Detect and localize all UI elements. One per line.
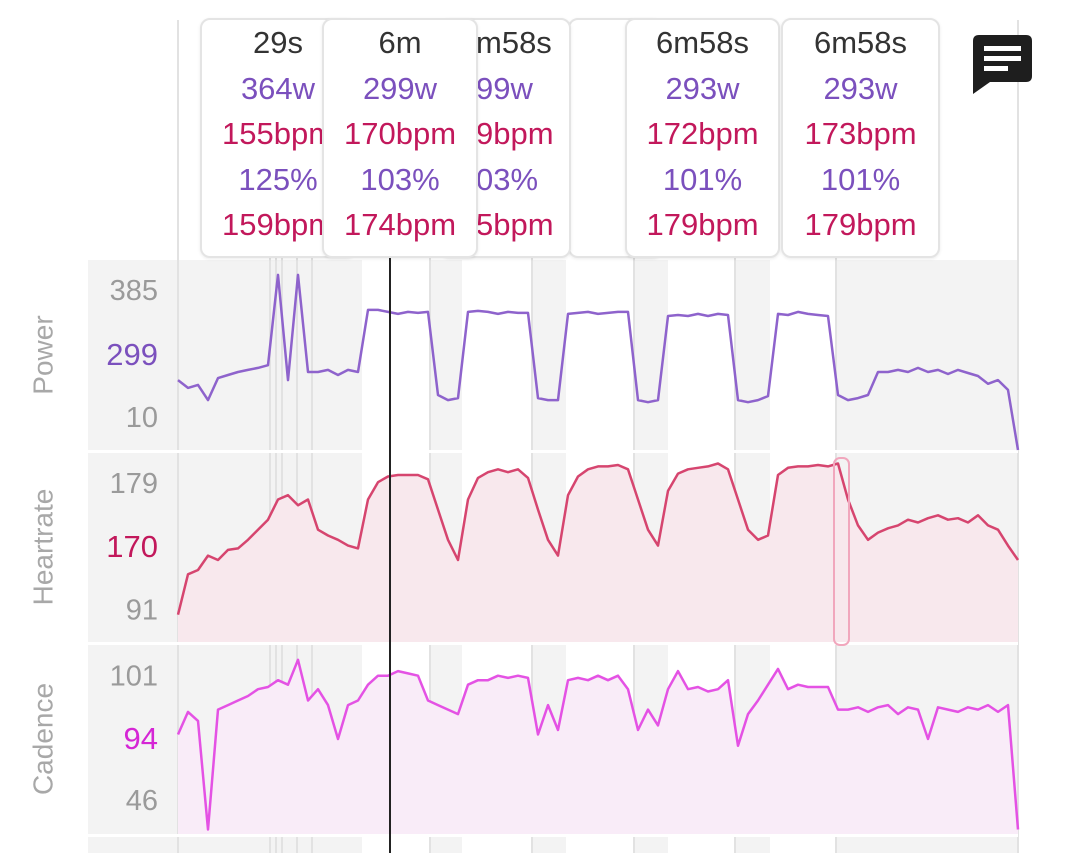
heartrate: 172bpm: [646, 116, 759, 151]
line: [177, 273, 1020, 451]
percent: 101%: [662, 161, 743, 197]
heartrate: 159bpm: [221, 207, 335, 242]
power: 299w: [362, 70, 438, 106]
percent: 103%: [360, 161, 440, 197]
heartrate: 179bpm: [646, 207, 759, 242]
area: [178, 659, 1018, 834]
power: 364w: [240, 70, 316, 106]
panel-separator: [88, 450, 1018, 453]
y-tick-label: 46: [126, 785, 158, 817]
current-value: 299: [106, 337, 158, 372]
power: 293w: [665, 70, 740, 106]
panel-separator: [88, 834, 1018, 837]
current-value: 170: [106, 529, 158, 564]
area: [178, 463, 1018, 642]
chat-line: [984, 56, 1021, 61]
heartrate: 174bpm: [343, 207, 457, 242]
y-axis-label: Power: [27, 315, 58, 394]
selection-marker: [833, 457, 850, 646]
chat-bubble[interactable]: [973, 35, 1032, 94]
duration: 6m58s: [813, 25, 908, 60]
duration: m58s: [476, 25, 552, 60]
panel-separator: [88, 642, 1018, 645]
y-tick-label: 91: [126, 594, 158, 626]
heartrate: 179bpm: [804, 207, 917, 242]
percent: 125%: [238, 161, 318, 197]
heartrate: 5bpm: [476, 207, 554, 242]
power: 293w: [823, 70, 898, 106]
tooltip-card: 6m58s 293w 173bpm 101% 179bpm: [781, 18, 940, 258]
y-tick-label: 179: [110, 468, 158, 500]
heartrate: 173bpm: [804, 116, 917, 151]
y-axis-label: Heartrate: [27, 489, 58, 606]
power: 99w: [476, 70, 533, 106]
percent: 03%: [476, 161, 539, 197]
tooltip-card: 6m58s 293w 172bpm 101% 179bpm: [625, 18, 780, 258]
percent: 101%: [820, 161, 901, 197]
chat-icon[interactable]: [973, 35, 1032, 94]
duration: 6m: [378, 25, 422, 60]
heartrate: 9bpm: [476, 116, 554, 151]
y-tick-label: 10: [126, 402, 158, 434]
heartrate: 170bpm: [343, 116, 457, 151]
current-value: 94: [124, 721, 158, 756]
y-tick-label: 385: [110, 275, 158, 307]
series-layer: [176, 273, 1020, 834]
heartrate: 155bpm: [221, 116, 335, 151]
panel-separators: [88, 450, 1018, 837]
duration: 6m58s: [655, 25, 750, 60]
y-axis-label: Cadence: [27, 683, 58, 795]
duration: 29s: [253, 25, 303, 60]
chat-line: [984, 66, 1008, 71]
line: [176, 462, 1020, 616]
line: [176, 658, 1020, 831]
y-tick-label: 101: [110, 661, 158, 693]
tooltip-card: 6m 299w 170bpm 103% 174bpm: [322, 18, 478, 258]
chat-line: [984, 46, 1021, 51]
